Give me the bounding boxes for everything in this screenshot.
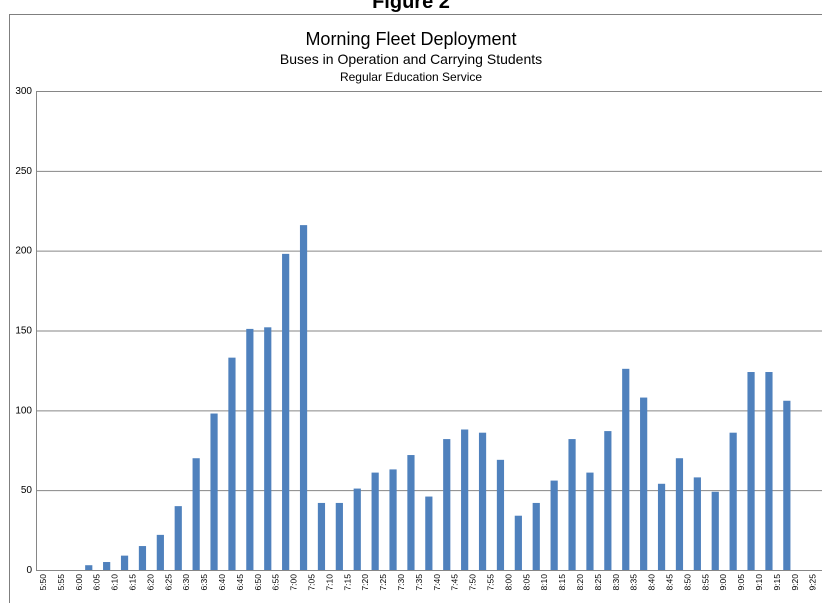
x-tick-label: 8:50: [682, 574, 692, 591]
x-tick-label: 7:25: [378, 574, 388, 591]
bar: [282, 253, 290, 571]
y-tick-label: 250: [15, 166, 32, 177]
x-tick-label: 7:10: [324, 574, 334, 591]
x-tick-label: 6:00: [74, 574, 84, 591]
x-tick-label: 9:10: [754, 574, 764, 591]
chart-border: [9, 14, 822, 603]
bar: [407, 455, 415, 570]
bar: [425, 496, 433, 570]
bar: [532, 502, 540, 570]
x-tick-label: 6:40: [217, 574, 227, 591]
bar: [174, 506, 182, 570]
chart-subtitle: Regular Education Service: [340, 70, 482, 84]
x-tick-label: 6:50: [253, 574, 263, 591]
bar: [335, 502, 343, 570]
bar: [156, 534, 164, 570]
bar: [693, 477, 701, 570]
bar: [747, 372, 755, 570]
bar: [389, 469, 397, 570]
x-tick-label: 8:40: [647, 574, 657, 591]
bar: [640, 397, 648, 570]
bar: [299, 225, 308, 570]
y-tick-label: 50: [21, 485, 33, 496]
x-tick-label: 5:55: [56, 574, 66, 591]
x-tick-label: 8:10: [539, 574, 549, 591]
x-tick-label: 9:25: [808, 574, 818, 591]
x-tick-label: 7:30: [396, 574, 406, 591]
x-tick-label: 8:55: [700, 574, 710, 591]
x-tick-label: 9:20: [790, 574, 800, 591]
x-tick-label: 6:25: [163, 574, 173, 591]
x-tick-label: 6:55: [271, 574, 281, 591]
x-tick-label: 6:35: [199, 574, 209, 591]
bar: [353, 488, 361, 570]
x-tick-label: 8:45: [664, 574, 674, 591]
x-tick-label: 7:20: [360, 574, 370, 591]
x-tick-label: 7:50: [468, 574, 478, 591]
x-tick-label: 7:35: [414, 574, 424, 591]
bar: [192, 458, 200, 570]
bar: [317, 502, 326, 570]
x-tick-label: 6:20: [145, 574, 155, 591]
x-tick-label: 9:15: [772, 574, 782, 591]
bar: [622, 368, 630, 570]
bar: [443, 439, 451, 570]
bar: [138, 546, 147, 570]
x-tick-label: 9:05: [736, 574, 746, 591]
bar: [371, 472, 379, 570]
bar: [478, 432, 487, 570]
bar: [210, 413, 218, 570]
y-tick-label: 0: [26, 565, 32, 576]
x-tick-label: 7:15: [342, 574, 352, 591]
bar: [120, 555, 129, 570]
x-tick-label: 8:25: [593, 574, 603, 591]
chart-subtitle: Buses in Operation and Carrying Students: [280, 51, 542, 67]
bar: [711, 491, 719, 570]
x-tick-label: 6:05: [92, 574, 102, 591]
x-tick-label: 7:55: [485, 574, 495, 591]
bar: [586, 472, 594, 570]
y-tick-label: 150: [15, 326, 32, 337]
bar: [550, 480, 558, 570]
bar: [657, 483, 666, 570]
x-tick-label: 7:05: [306, 574, 316, 591]
bar: [675, 458, 684, 570]
bar: [461, 429, 469, 570]
x-tick-label: 8:35: [629, 574, 639, 591]
bar: [228, 357, 236, 570]
bar: [568, 439, 576, 570]
x-tick-label: 8:30: [611, 574, 621, 591]
bar: [103, 562, 111, 570]
bar: [85, 565, 93, 570]
x-tick-label: 5:50: [38, 574, 48, 591]
x-tick-label: 8:20: [575, 574, 585, 591]
bar: [246, 328, 254, 570]
chart-title: Morning Fleet Deployment: [305, 29, 516, 49]
x-tick-label: 8:15: [557, 574, 567, 591]
bar: [496, 459, 505, 570]
y-tick-label: 200: [15, 246, 32, 257]
bar: [765, 372, 773, 570]
bar: [514, 515, 522, 570]
x-tick-label: 8:05: [521, 574, 531, 591]
figure-label: Figure 2: [372, 0, 450, 13]
x-tick-label: 6:15: [127, 574, 137, 591]
x-tick-label: 7:45: [450, 574, 460, 591]
x-tick-label: 8:00: [503, 574, 513, 591]
x-tick-label: 6:30: [181, 574, 191, 591]
x-tick-label: 7:00: [289, 574, 299, 591]
x-tick-label: 9:00: [718, 574, 728, 591]
bar: [729, 432, 737, 570]
y-tick-label: 300: [15, 86, 32, 97]
x-tick-label: 7:40: [432, 574, 442, 591]
x-tick-label: 6:10: [110, 574, 120, 591]
bar: [604, 431, 612, 570]
bar: [783, 400, 791, 570]
x-tick-label: 6:45: [235, 574, 245, 591]
bar: [264, 327, 272, 570]
y-tick-label: 100: [15, 405, 32, 416]
